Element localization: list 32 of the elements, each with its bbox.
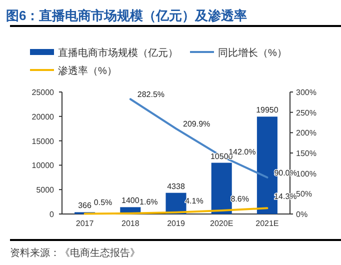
data-label: 19950 <box>256 106 279 115</box>
x-tick-label: 2020E <box>210 219 234 228</box>
y2-tick-label: 50% <box>296 190 312 199</box>
x-tick-label: 2017 <box>76 219 94 228</box>
y2-tick-label: 250% <box>296 108 316 118</box>
data-label: 366 <box>78 201 92 210</box>
y-tick-label: 25000 <box>32 88 55 97</box>
y2-tick-label: 200% <box>296 128 316 138</box>
data-label: 4338 <box>167 182 186 191</box>
data-label: 1400 <box>122 196 140 206</box>
y2-tick-label: 300% <box>296 88 316 97</box>
y2-tick-label: 100% <box>296 169 316 178</box>
data-label: 282.5% <box>137 90 165 100</box>
text: 资料来源：《电商生态报告》 <box>10 247 140 259</box>
x-tick-label: 2021E <box>256 219 279 228</box>
legend-label: 同比增长（%） <box>218 47 287 59</box>
y-tick-label: 0 <box>50 210 55 219</box>
y-tick-label: 15000 <box>32 136 55 146</box>
data-label: 1.6% <box>140 197 158 206</box>
chart-title: 图6：直播电商市场规模（亿元）及渗透率 <box>6 8 248 23</box>
y-tick-label: 5000 <box>36 186 55 195</box>
legend-label: 直播电商市场规模（亿元） <box>58 47 178 59</box>
x-tick-label: 2019 <box>167 219 186 228</box>
y-tick-label: 20000 <box>32 112 55 122</box>
data-label: 209.9% <box>183 120 210 129</box>
y2-tick-label: 150% <box>296 149 316 158</box>
y2-tick-label: 0% <box>296 210 308 219</box>
x-tick-label: 2018 <box>122 219 140 228</box>
legend-label: 渗透率（%） <box>58 65 117 77</box>
bar <box>211 162 232 214</box>
y-tick-label: 10000 <box>32 161 55 170</box>
data-label: 0.5% <box>94 198 112 207</box>
